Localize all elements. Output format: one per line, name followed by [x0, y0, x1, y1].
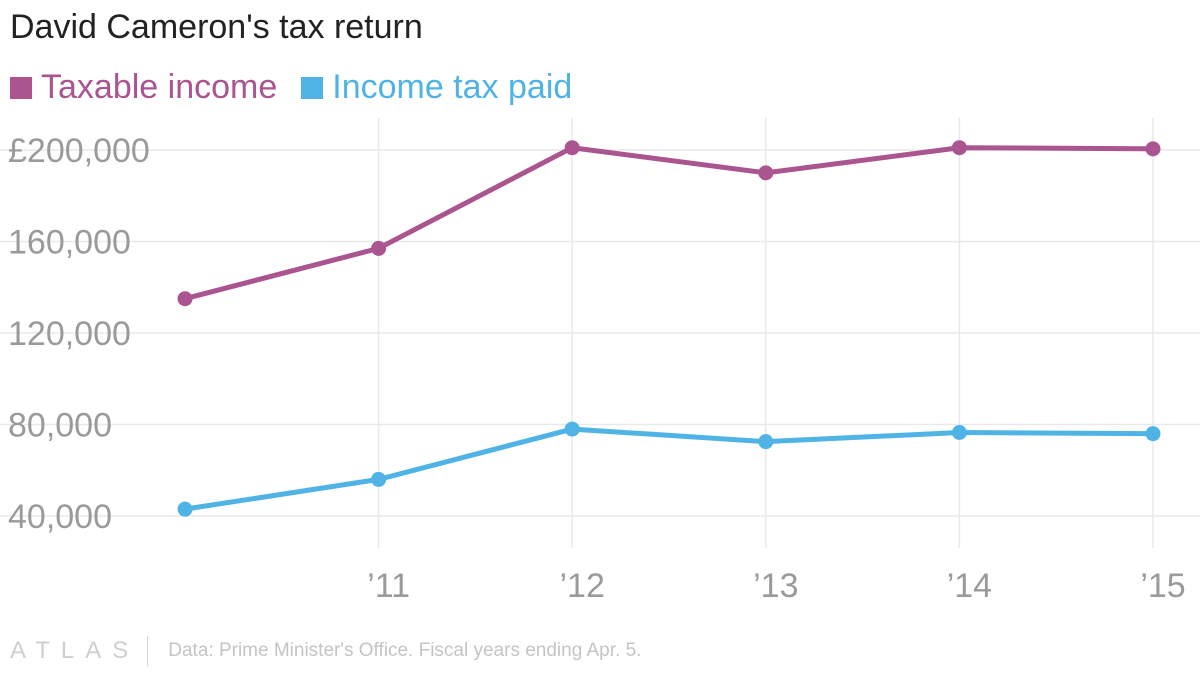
- legend-label-income-tax-paid: Income tax paid: [332, 68, 573, 106]
- data-point-income-tax-paid-3: [758, 434, 774, 450]
- data-point-taxable-income-4: [951, 140, 967, 156]
- data-point-income-tax-paid-5: [1145, 426, 1161, 442]
- y-tick-label-3: 80,000: [8, 407, 112, 445]
- x-tick-label-5: ’15: [1140, 567, 1185, 605]
- x-tick-label-3: ’13: [753, 567, 798, 605]
- legend: Taxable income Income tax paid: [10, 68, 596, 107]
- x-tick-label-4: ’14: [947, 567, 992, 605]
- data-point-taxable-income-5: [1145, 141, 1161, 157]
- legend-swatch-income-tax-paid: [301, 76, 324, 99]
- series-line-income-tax-paid: [182, 426, 1156, 512]
- y-tick-label-0: £200,000: [8, 132, 150, 170]
- legend-item-income-tax-paid: Income tax paid: [301, 68, 572, 107]
- legend-item-taxable-income: Taxable income: [10, 68, 277, 107]
- series-line-taxable-income: [182, 145, 1156, 302]
- y-tick-label-2: 120,000: [8, 315, 131, 353]
- data-point-taxable-income-1: [371, 240, 387, 256]
- data-point-taxable-income-0: [177, 291, 193, 307]
- data-point-taxable-income-2: [564, 140, 580, 156]
- footer: ATLAS Data: Prime Minister's Office. Fis…: [10, 636, 641, 666]
- data-point-income-tax-paid-4: [951, 425, 967, 441]
- brand-logo-text: ATLAS: [10, 637, 140, 664]
- y-tick-label-1: 160,000: [8, 224, 131, 262]
- data-point-income-tax-paid-1: [371, 471, 387, 487]
- footer-divider: [147, 636, 149, 666]
- legend-label-taxable-income: Taxable income: [41, 68, 278, 106]
- y-tick-label-4: 40,000: [8, 498, 112, 536]
- legend-swatch-taxable-income: [10, 76, 32, 99]
- chart-title: David Cameron's tax return: [10, 8, 423, 46]
- data-point-income-tax-paid-2: [564, 421, 580, 437]
- x-tick-label-2: ’12: [560, 567, 605, 605]
- x-tick-label-1: ’11: [367, 567, 410, 605]
- source-note: Data: Prime Minister's Office. Fiscal ye…: [168, 640, 642, 661]
- data-point-taxable-income-3: [758, 165, 774, 181]
- data-point-income-tax-paid-0: [177, 501, 193, 517]
